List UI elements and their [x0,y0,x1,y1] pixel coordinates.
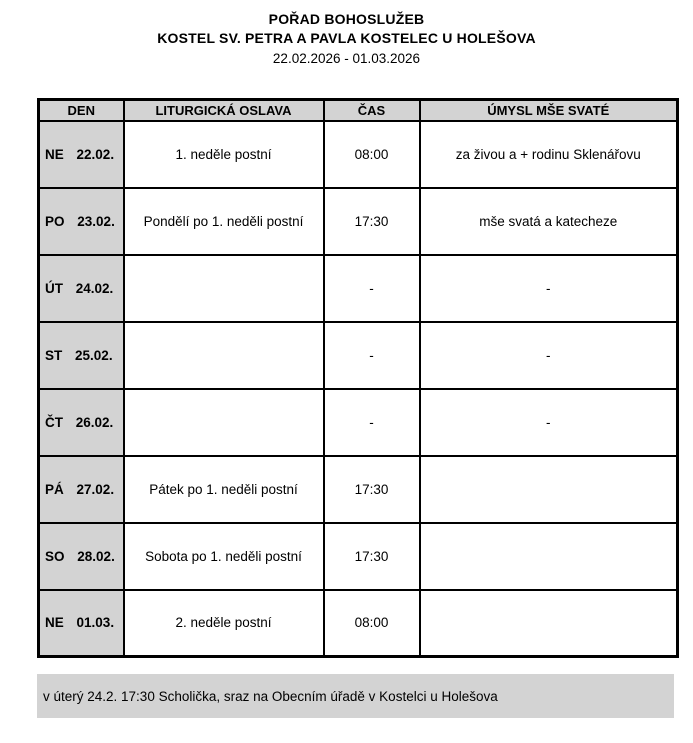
day-date: 24.02. [75,280,114,296]
time-cell: - [322,387,421,457]
intention-cell: - [418,387,679,457]
time-cell: 17:30 [322,454,421,524]
day-abbr: ČT [45,414,63,430]
day-abbr: ÚT [45,280,63,296]
table-row: ČT 26.02. - - [37,387,679,457]
day-abbr: ST [45,347,63,363]
day-date: 26.02. [75,414,114,430]
announcement-note: v úterý 24.2. 17:30 Scholička, sraz na O… [37,674,674,718]
week-date-range: 22.02.2026 - 01.03.2026 [272,51,421,66]
intention-cell: za živou a + rodinu Sklenářovu [418,119,679,189]
table-row: SO 28.02. Sobota po 1. neděli postní 17:… [37,521,679,591]
church-name: KOSTEL SV. PETRA A PAVLA KOSTELEC U HOLE… [157,30,536,46]
intention-cell [418,588,679,658]
intention-cell [418,454,679,524]
day-date: 23.02. [77,213,115,229]
time-cell: - [322,253,421,323]
day-date: 27.02. [76,481,115,497]
column-header-time: ČAS [322,98,421,122]
celebration-cell: Pátek po 1. neděli postní [122,454,325,524]
celebration-cell [122,253,325,323]
table-row: PÁ 27.02. Pátek po 1. neděli postní 17:3… [37,454,679,524]
day-date: 01.03. [76,615,115,631]
time-cell: 17:30 [322,186,421,256]
day-cell: ÚT 24.02. [37,253,125,323]
day-cell: NE 22.02. [37,119,125,189]
day-cell: ST 25.02. [37,320,125,390]
day-abbr: NE [45,615,64,631]
time-cell: 08:00 [322,588,421,658]
day-abbr: PÁ [45,481,64,497]
intention-cell [418,521,679,591]
day-date: 22.02. [76,146,115,162]
column-header-day: DEN [37,98,125,122]
column-header-liturgical-celebration: LITURGICKÁ OSLAVA [122,98,325,122]
celebration-cell: Sobota po 1. neděli postní [122,521,325,591]
column-header-mass-intention: ÚMYSL MŠE SVATÉ [418,98,679,122]
table-row: ST 25.02. - - [37,320,679,390]
intention-cell: - [418,320,679,390]
announcement-note-text: v úterý 24.2. 17:30 Scholička, sraz na O… [43,688,498,704]
table-row: ÚT 24.02. - - [37,253,679,323]
day-cell: PÁ 27.02. [37,454,125,524]
celebration-cell: 1. neděle postní [122,119,325,189]
mass-schedule-table: DEN LITURGICKÁ OSLAVA ČAS ÚMYSL MŠE SVAT… [37,98,679,658]
table-header-row: DEN LITURGICKÁ OSLAVA ČAS ÚMYSL MŠE SVAT… [37,98,679,122]
celebration-cell: 2. neděle postní [122,588,325,658]
day-cell: NE 01.03. [37,588,125,658]
day-abbr: SO [45,548,65,564]
celebration-cell [122,320,325,390]
document-header: POŘAD BOHOSLUŽEB KOSTEL SV. PETRA A PAVL… [0,0,693,68]
table-row: NE 01.03. 2. neděle postní 08:00 [37,588,679,658]
day-abbr: PO [45,213,65,229]
intention-cell: mše svatá a katecheze [418,186,679,256]
time-cell: 08:00 [322,119,421,189]
intention-cell: - [418,253,679,323]
time-cell: - [322,320,421,390]
celebration-cell [122,387,325,457]
time-cell: 17:30 [322,521,421,591]
table-row: PO 23.02. Pondělí po 1. neděli postní 17… [37,186,679,256]
day-cell: PO 23.02. [37,186,125,256]
day-date: 25.02. [75,347,113,363]
table-row: NE 22.02. 1. neděle postní 08:00 za živo… [37,119,679,189]
page-title: POŘAD BOHOSLUŽEB [268,11,425,27]
celebration-cell: Pondělí po 1. neděli postní [122,186,325,256]
day-date: 28.02. [77,548,115,564]
day-cell: ČT 26.02. [37,387,125,457]
day-abbr: NE [45,146,64,162]
day-cell: SO 28.02. [37,521,125,591]
